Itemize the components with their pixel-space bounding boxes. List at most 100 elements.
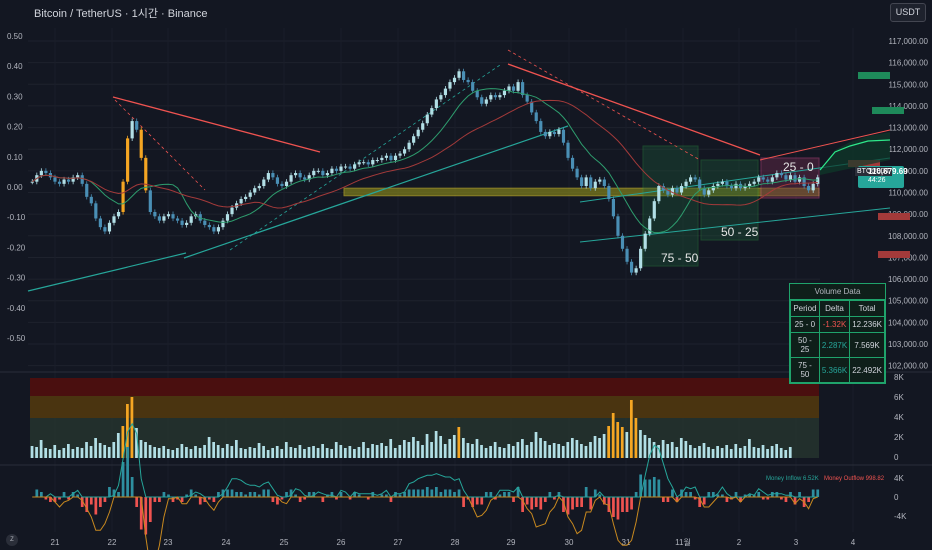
- volume-bar: [439, 436, 443, 458]
- candle: [126, 138, 130, 182]
- volume-bar: [593, 436, 597, 458]
- flow-bar: [35, 489, 39, 497]
- volume-bar: [221, 448, 225, 458]
- volume-bar: [511, 446, 515, 458]
- volume-table-period: 75 - 50: [790, 357, 820, 383]
- candle: [375, 160, 379, 162]
- volume-bar: [153, 447, 156, 458]
- candle: [416, 129, 420, 137]
- candle: [189, 216, 193, 223]
- volume-bar: [71, 449, 75, 458]
- volume-bar: [639, 430, 642, 458]
- flow-bar: [289, 489, 293, 497]
- candle: [298, 173, 302, 178]
- volume-bar: [620, 427, 624, 458]
- flow-bar: [689, 492, 692, 497]
- candle: [180, 220, 184, 225]
- candle: [171, 214, 175, 219]
- volume-bar: [180, 444, 184, 458]
- zone-label-25-0: 25 - 0: [783, 160, 814, 174]
- volume-bar: [766, 449, 769, 458]
- volume-bar: [430, 442, 433, 458]
- volume-bar: [389, 439, 393, 458]
- candle: [393, 155, 398, 161]
- candle: [602, 179, 606, 187]
- volume-bar: [421, 445, 424, 458]
- time-axis-tick: 24: [222, 538, 231, 547]
- price-axis-tick: 114,000.00: [889, 102, 929, 111]
- volume-bar: [366, 448, 370, 458]
- candle: [166, 214, 171, 217]
- flow-bar: [630, 497, 633, 510]
- volume-data-table: Volume Data Period Delta Total 25 - 0 -1…: [789, 283, 886, 384]
- flow-bar: [189, 489, 193, 497]
- volume-bar: [76, 447, 79, 458]
- flow-bar: [198, 497, 202, 505]
- volume-bar: [598, 438, 601, 458]
- flow-bar: [439, 492, 443, 497]
- flow-bar: [566, 497, 570, 515]
- current-price-tag: BTCUSDT 110,679.69 44:26: [855, 166, 908, 188]
- flow-bar: [307, 492, 311, 497]
- volume-axis-tick: 8K: [894, 373, 904, 382]
- candle: [412, 136, 416, 143]
- flow-bar: [180, 497, 184, 502]
- flow-bar: [244, 494, 248, 497]
- volume-bar: [175, 448, 179, 458]
- trend-line-green: [183, 125, 569, 259]
- candle: [262, 179, 266, 187]
- trend-line-dashed: [507, 49, 701, 161]
- flow-bar: [766, 497, 770, 500]
- flow-bar: [543, 497, 547, 502]
- volume-bar: [121, 426, 125, 458]
- flow-bar: [412, 489, 416, 497]
- candle: [334, 168, 339, 171]
- volume-bar: [611, 413, 615, 458]
- candle: [53, 177, 57, 182]
- volume-bar: [275, 446, 279, 458]
- volume-bar: [334, 442, 338, 458]
- candle: [616, 216, 620, 236]
- candle: [139, 129, 143, 158]
- volume-bar: [216, 445, 220, 458]
- volume-bar: [784, 450, 788, 458]
- flow-bar: [371, 492, 375, 497]
- volume-bar: [779, 448, 783, 458]
- time-axis-tick: 21: [51, 538, 60, 547]
- flow-bar: [811, 489, 815, 497]
- flow-bar: [652, 477, 656, 497]
- flow-bar: [153, 497, 157, 502]
- price-marker: [858, 72, 890, 79]
- volume-bar: [725, 445, 729, 458]
- trend-line-green: [27, 252, 187, 292]
- flow-bar: [330, 492, 334, 497]
- flow-bar: [421, 489, 425, 497]
- price-axis-tick: 115,000.00: [889, 80, 929, 89]
- candle: [353, 164, 357, 169]
- volume-table-title: Volume Data: [790, 284, 885, 300]
- tradingview-logo-icon[interactable]: Z: [6, 534, 18, 546]
- volume-bar: [752, 447, 756, 458]
- volume-bar: [475, 439, 479, 458]
- volume-bar: [271, 448, 275, 458]
- candle: [648, 218, 652, 234]
- volume-bar: [57, 450, 61, 458]
- volume-bar: [534, 432, 538, 458]
- currency-selector[interactable]: USDT: [890, 3, 926, 22]
- flow-bar: [793, 497, 797, 505]
- price-axis-tick: 104,000.00: [888, 318, 929, 327]
- volume-bar: [502, 448, 506, 458]
- zone-box-50-25: [700, 159, 759, 241]
- volume-bar: [720, 448, 724, 458]
- flow-bar: [226, 489, 229, 497]
- candle: [321, 170, 325, 176]
- volume-bar: [734, 444, 738, 458]
- flow-bar: [335, 497, 338, 500]
- flow-bar: [516, 487, 520, 497]
- candle: [561, 129, 566, 143]
- volume-bar: [253, 448, 256, 458]
- flow-bar: [167, 494, 170, 497]
- candle: [611, 199, 616, 217]
- flow-bar: [480, 497, 484, 505]
